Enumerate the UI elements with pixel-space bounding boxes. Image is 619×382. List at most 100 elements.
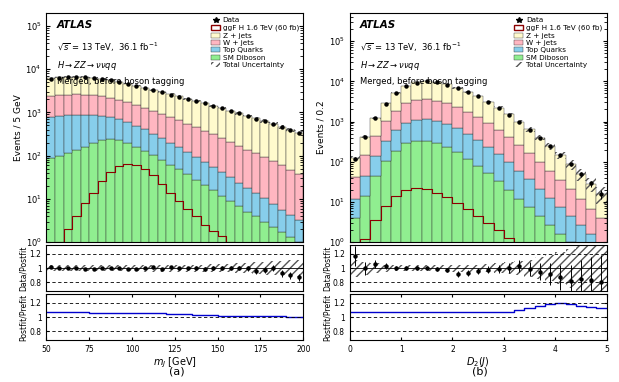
Bar: [227, 142, 235, 177]
Bar: [218, 196, 227, 382]
Bar: [167, 117, 175, 142]
Bar: [535, 162, 545, 189]
Bar: [493, 181, 504, 382]
Y-axis label: Data/Postfit: Data/Postfit: [19, 246, 28, 291]
Bar: [277, 232, 286, 382]
Bar: [295, 133, 303, 174]
Bar: [64, 77, 72, 95]
Bar: [269, 204, 277, 227]
Bar: [167, 165, 175, 382]
Bar: [504, 113, 514, 116]
Bar: [89, 77, 98, 79]
Bar: [192, 265, 201, 272]
Bar: [175, 265, 183, 272]
Bar: [360, 155, 370, 176]
Bar: [555, 180, 566, 207]
Bar: [98, 116, 106, 141]
Bar: [286, 260, 295, 276]
Bar: [381, 104, 391, 121]
Bar: [158, 160, 167, 382]
Bar: [192, 127, 201, 157]
Bar: [545, 146, 555, 171]
Bar: [442, 104, 452, 124]
Bar: [545, 225, 555, 382]
Bar: [586, 258, 596, 382]
Bar: [261, 222, 269, 382]
Bar: [269, 122, 277, 126]
Bar: [46, 78, 55, 79]
Bar: [141, 87, 149, 89]
Bar: [243, 188, 252, 212]
Bar: [80, 95, 89, 115]
Bar: [463, 92, 473, 112]
Bar: [555, 155, 566, 180]
Bar: [442, 84, 452, 104]
Bar: [524, 207, 535, 382]
Bar: [422, 99, 432, 119]
Y-axis label: Events / 0.2: Events / 0.2: [317, 101, 326, 154]
Bar: [167, 94, 175, 117]
X-axis label: $D_{2}(J)$: $D_{2}(J)$: [466, 355, 490, 369]
Bar: [463, 265, 473, 272]
Bar: [106, 265, 115, 271]
Bar: [80, 147, 89, 382]
Bar: [201, 103, 209, 131]
Bar: [422, 141, 432, 382]
Bar: [493, 263, 504, 273]
Bar: [576, 225, 586, 251]
Bar: [98, 79, 106, 97]
Bar: [401, 85, 412, 86]
Bar: [576, 199, 586, 225]
Bar: [545, 198, 555, 225]
Bar: [149, 155, 158, 382]
Bar: [545, 143, 555, 150]
Bar: [286, 237, 295, 382]
Bar: [46, 158, 55, 382]
Bar: [576, 169, 586, 181]
Bar: [473, 96, 483, 97]
Bar: [286, 128, 295, 132]
Bar: [514, 261, 524, 275]
Bar: [514, 121, 524, 145]
Bar: [350, 177, 360, 199]
Bar: [412, 120, 422, 141]
Bar: [72, 94, 80, 115]
Bar: [252, 193, 261, 216]
Bar: [269, 227, 277, 382]
Bar: [55, 156, 64, 382]
Bar: [141, 151, 149, 382]
Bar: [192, 101, 201, 127]
Bar: [124, 83, 132, 84]
Bar: [295, 174, 303, 220]
Bar: [55, 77, 64, 95]
Bar: [473, 117, 483, 140]
Bar: [596, 270, 607, 382]
Bar: [391, 111, 401, 130]
Bar: [524, 127, 535, 131]
Bar: [175, 170, 183, 382]
Bar: [218, 138, 227, 172]
Bar: [235, 113, 243, 146]
Bar: [596, 219, 607, 244]
Bar: [370, 176, 381, 382]
Bar: [55, 116, 64, 156]
Bar: [473, 96, 483, 117]
Bar: [235, 112, 243, 115]
Bar: [277, 127, 286, 165]
Bar: [483, 147, 493, 173]
Bar: [89, 115, 98, 143]
Bar: [98, 265, 106, 271]
Bar: [98, 97, 106, 116]
Bar: [576, 174, 586, 199]
Bar: [370, 156, 381, 176]
Y-axis label: Postfit/Prefit: Postfit/Prefit: [19, 293, 28, 341]
Bar: [243, 116, 252, 149]
Bar: [370, 117, 381, 120]
Legend: Data, ggF H 1.6 TeV (60 fb), Z + jets, W + jets, Top Quarks, SM Diboson, Total U: Data, ggF H 1.6 TeV (60 fb), Z + jets, W…: [514, 16, 603, 69]
Bar: [183, 99, 192, 124]
Bar: [514, 171, 524, 199]
Bar: [432, 100, 442, 121]
Bar: [391, 265, 401, 271]
Bar: [412, 100, 422, 120]
Bar: [227, 264, 235, 272]
